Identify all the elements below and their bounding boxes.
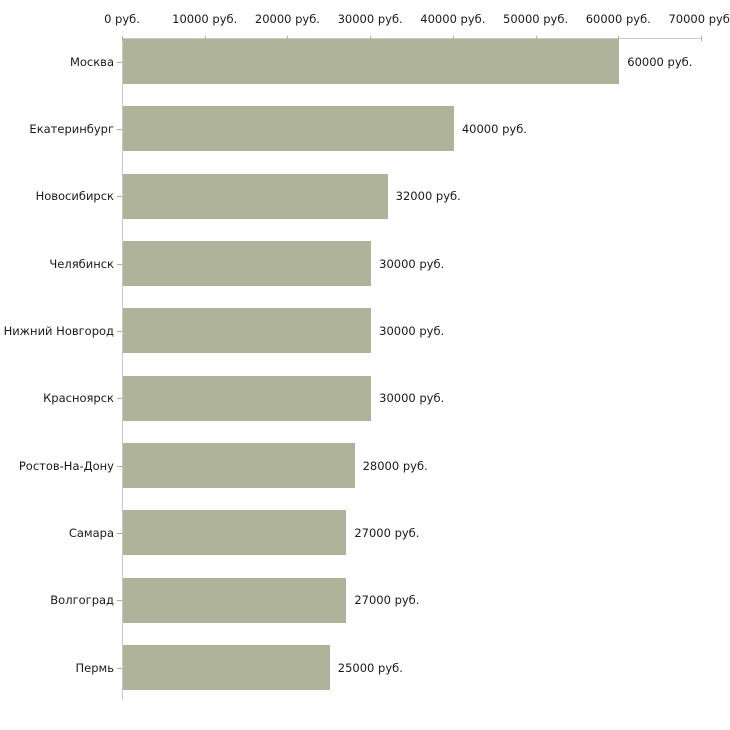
x-axis-tick xyxy=(122,36,123,41)
x-axis-tick xyxy=(287,36,289,41)
bar xyxy=(123,577,347,623)
bar xyxy=(123,308,372,354)
category-label: Пермь xyxy=(75,660,114,675)
x-axis-tick-label: 10000 руб. xyxy=(172,12,238,26)
category-tick xyxy=(117,532,122,534)
x-axis-tick xyxy=(618,36,620,41)
x-axis-tick-label: 40000 руб. xyxy=(420,12,486,26)
bar xyxy=(123,173,388,219)
category-tick xyxy=(117,667,122,669)
category-tick xyxy=(117,398,122,400)
x-axis-tick xyxy=(701,36,702,41)
x-axis-tick-label: 70000 руб. xyxy=(668,12,730,26)
category-label: Красноярск xyxy=(43,391,114,406)
category-tick xyxy=(117,61,122,63)
y-axis-line xyxy=(122,38,123,700)
category-label: Новосибирск xyxy=(35,189,114,204)
category-label: Челябинск xyxy=(49,256,114,271)
x-axis-tick-label: 0 руб. xyxy=(104,12,140,26)
category-label: Нижний Новгород xyxy=(3,323,114,338)
x-axis-tick xyxy=(370,36,372,41)
x-axis-tick-label: 60000 руб. xyxy=(585,12,651,26)
value-label: 30000 руб. xyxy=(379,323,445,338)
category-tick xyxy=(117,330,122,332)
category-label: Екатеринбург xyxy=(29,121,114,136)
value-label: 30000 руб. xyxy=(379,391,445,406)
bar xyxy=(123,510,347,556)
category-tick xyxy=(117,465,122,467)
value-label: 60000 руб. xyxy=(627,54,693,69)
bar xyxy=(123,375,372,421)
value-label: 32000 руб. xyxy=(395,189,461,204)
value-label: 25000 руб. xyxy=(337,660,403,675)
value-label: 30000 руб. xyxy=(379,256,445,271)
x-axis-tick-label: 20000 руб. xyxy=(254,12,320,26)
x-axis-tick xyxy=(535,36,537,41)
bar xyxy=(123,39,620,84)
x-axis-tick-label: 50000 руб. xyxy=(503,12,569,26)
value-label: 27000 руб. xyxy=(354,525,420,540)
x-axis-tick-label: 30000 руб. xyxy=(337,12,403,26)
category-tick xyxy=(117,600,122,602)
x-axis-tick xyxy=(204,36,206,41)
value-label: 28000 руб. xyxy=(362,458,428,473)
category-tick xyxy=(117,128,122,130)
x-axis-line xyxy=(122,38,701,39)
x-axis-tick xyxy=(452,36,454,41)
bar xyxy=(123,106,454,152)
bar xyxy=(123,443,355,489)
bar xyxy=(123,645,330,691)
category-label: Москва xyxy=(69,54,114,69)
value-label: 40000 руб. xyxy=(461,121,527,136)
category-label: Ростов-На-Дону xyxy=(18,458,114,473)
value-label: 27000 руб. xyxy=(354,593,420,608)
category-tick xyxy=(117,196,122,198)
category-tick xyxy=(117,263,122,265)
category-label: Самара xyxy=(68,525,114,540)
bar xyxy=(123,241,372,287)
category-label: Волгоград xyxy=(50,593,114,608)
